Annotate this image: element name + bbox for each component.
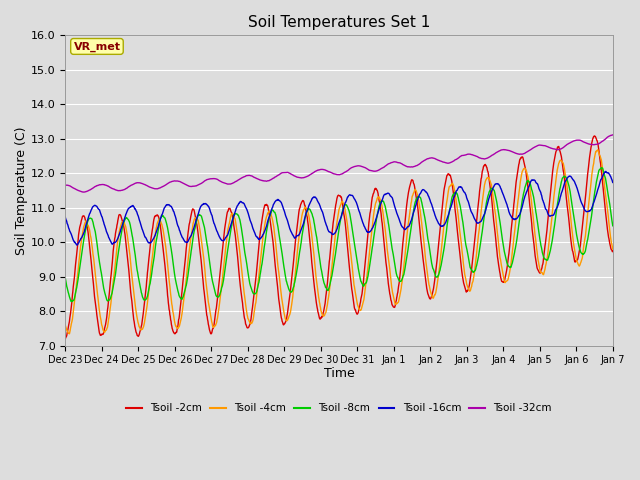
Text: VR_met: VR_met <box>74 41 120 51</box>
Legend: Tsoil -2cm, Tsoil -4cm, Tsoil -8cm, Tsoil -16cm, Tsoil -32cm: Tsoil -2cm, Tsoil -4cm, Tsoil -8cm, Tsoi… <box>122 399 556 418</box>
Y-axis label: Soil Temperature (C): Soil Temperature (C) <box>15 126 28 255</box>
Title: Soil Temperatures Set 1: Soil Temperatures Set 1 <box>248 15 430 30</box>
X-axis label: Time: Time <box>324 367 355 380</box>
